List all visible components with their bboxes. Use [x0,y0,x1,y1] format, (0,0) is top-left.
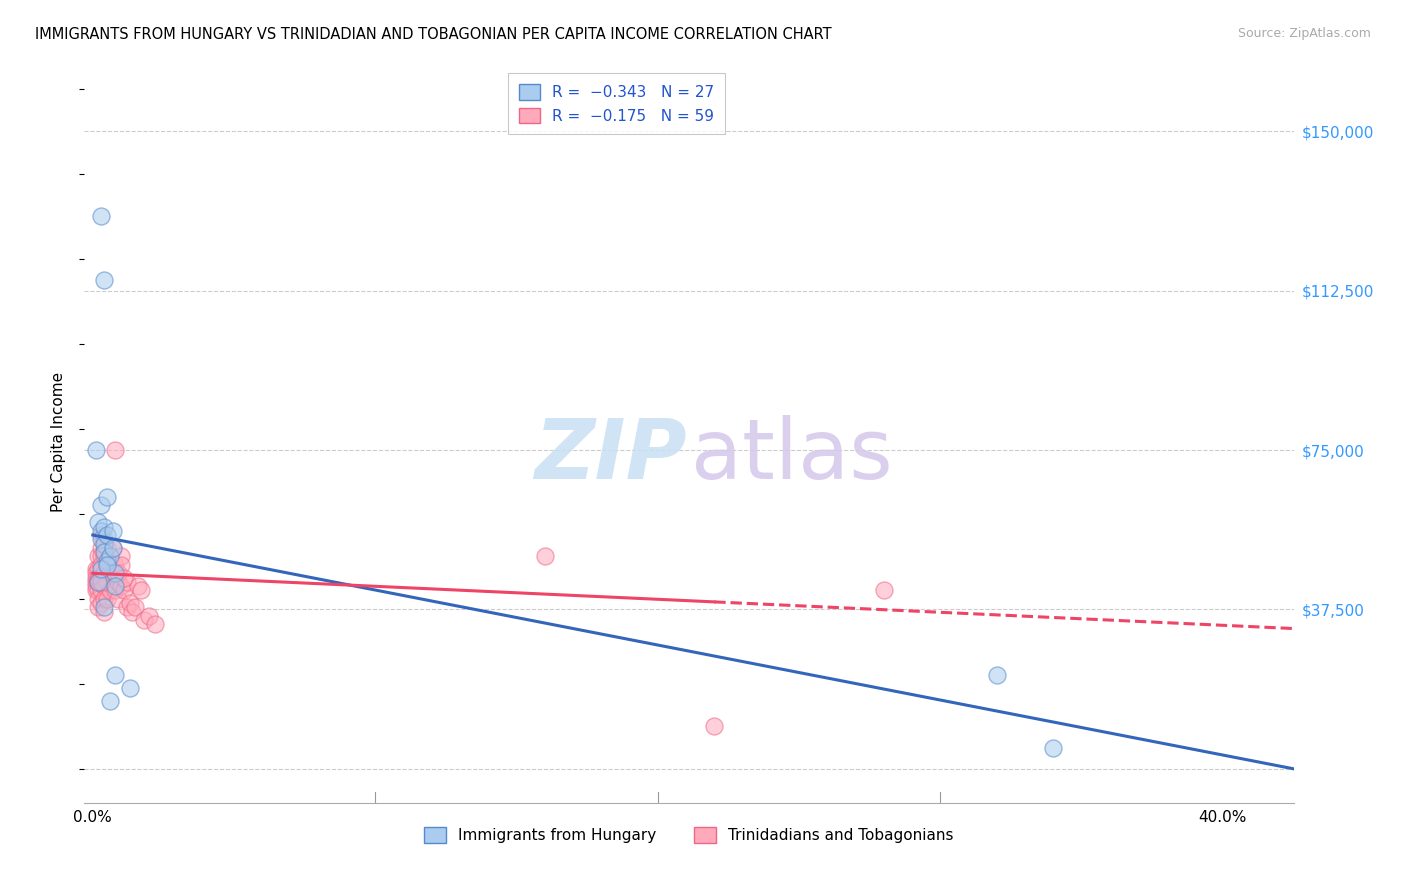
Point [104,583,127,598]
Point [96,558,118,572]
Point [986,668,1008,682]
Point [84,566,107,581]
Point [98,694,121,708]
Point [110,549,132,564]
Point [90,583,112,598]
Point [110,579,132,593]
Point [90,558,112,572]
Point [96,528,118,542]
Point [87,516,110,530]
Point [129,583,152,598]
Point [534,549,557,564]
Point [93,566,115,581]
Point [115,574,138,589]
Point [93,549,115,564]
Point [115,600,138,615]
Point [93,545,115,559]
Point [104,558,127,572]
Point [87,562,110,576]
Point [90,549,112,564]
Point [96,574,118,589]
Point [93,273,115,287]
Point [1042,740,1064,755]
Text: Source: ZipAtlas.com: Source: ZipAtlas.com [1237,27,1371,40]
Point [104,579,127,593]
Point [84,562,107,576]
Text: ZIP: ZIP [534,416,686,497]
Point [87,583,110,598]
Point [101,541,124,555]
Point [132,613,155,627]
Point [90,498,112,512]
Point [107,591,129,606]
Point [84,570,107,584]
Text: IMMIGRANTS FROM HUNGARY VS TRINIDADIAN AND TOBAGONIAN PER CAPITA INCOME CORRELAT: IMMIGRANTS FROM HUNGARY VS TRINIDADIAN A… [35,27,832,42]
Point [98,549,121,564]
Point [90,209,112,223]
Point [112,583,135,598]
Point [118,596,141,610]
Point [143,617,166,632]
Point [101,524,124,538]
Point [84,443,107,458]
Point [93,600,115,615]
Point [112,570,135,584]
Point [101,566,124,581]
Point [84,583,107,598]
Point [96,591,118,606]
Point [84,579,107,593]
Legend: Immigrants from Hungary, Trinidadians and Tobagonians: Immigrants from Hungary, Trinidadians an… [418,822,960,849]
Point [90,524,112,538]
Point [93,533,115,547]
Point [87,600,110,615]
Point [98,583,121,598]
Point [98,566,121,581]
Point [87,570,110,584]
Point [93,579,115,593]
Point [93,605,115,619]
Point [104,443,127,458]
Point [124,600,146,615]
Point [104,668,127,682]
Point [873,583,896,598]
Y-axis label: Per Capita Income: Per Capita Income [51,371,66,512]
Point [96,541,118,555]
Point [87,591,110,606]
Point [127,579,149,593]
Point [84,574,107,589]
Point [107,566,129,581]
Point [96,553,118,567]
Point [93,536,115,550]
Point [90,562,112,576]
Point [87,574,110,589]
Point [138,608,160,623]
Point [93,519,115,533]
Point [90,570,112,584]
Point [87,574,110,589]
Point [90,528,112,542]
Point [96,558,118,572]
Point [107,574,129,589]
Point [104,566,127,581]
Point [703,719,725,733]
Point [96,490,118,504]
Point [121,605,143,619]
Point [101,541,124,555]
Point [90,533,112,547]
Text: atlas: atlas [692,416,893,497]
Point [90,596,112,610]
Point [110,558,132,572]
Point [93,591,115,606]
Point [90,541,112,555]
Point [87,549,110,564]
Point [90,574,112,589]
Point [118,681,141,695]
